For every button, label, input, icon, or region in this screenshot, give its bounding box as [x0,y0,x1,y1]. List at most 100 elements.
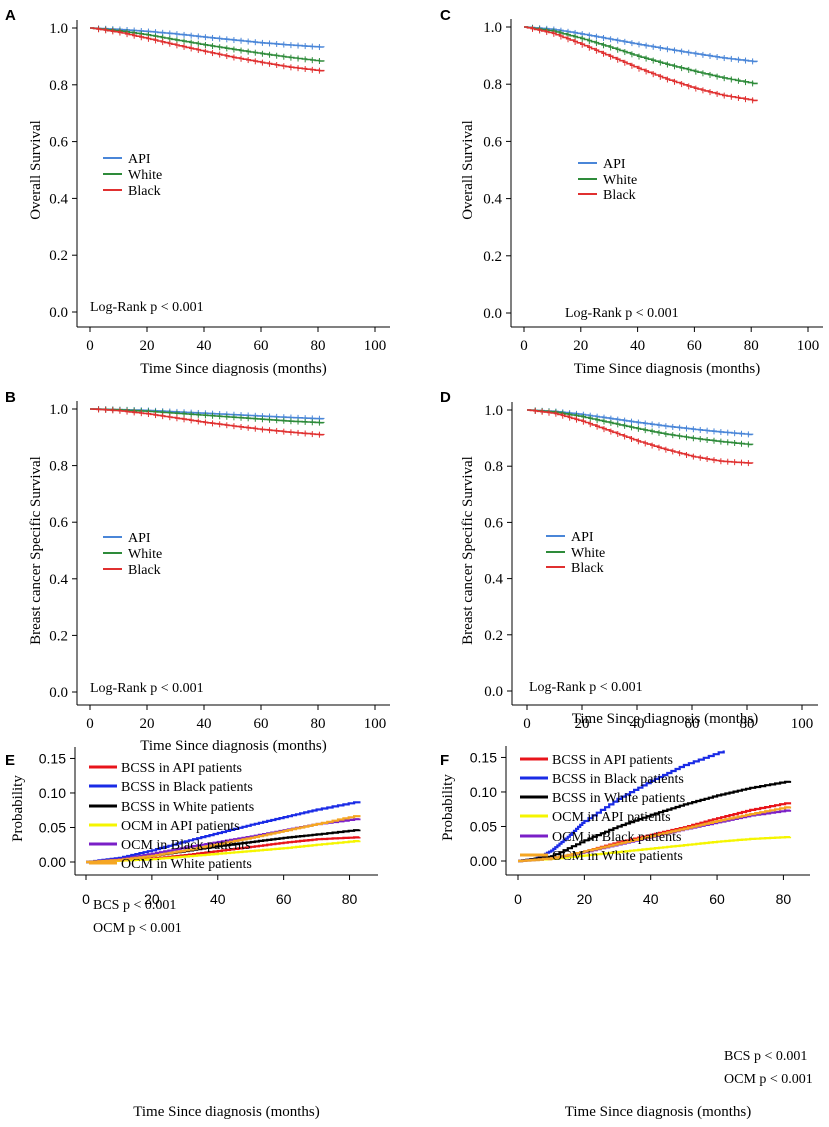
x-axis-label: Time Since diagnosis (months) [572,711,759,727]
annotation: Log-Rank p < 0.001 [529,680,643,695]
y-tick-label: 1.0 [484,403,503,419]
y-tick-label: 0.05 [39,819,66,835]
series-api [90,27,325,48]
legend-label: BCSS in API patients [552,753,673,768]
x-tick-label: 40 [630,338,645,354]
series-black-censor-marks [98,406,320,438]
x-tick-label: 100 [364,338,387,354]
legend-label: OCM in White patients [552,849,683,864]
annotation: Log-Rank p < 0.001 [565,306,679,321]
annotation: BCS p < 0.001 [93,898,176,913]
annotation: OCM p < 0.001 [724,1072,813,1087]
y-axis-label: Breast cancer Specific Survival [28,456,44,645]
legend-label: White [571,546,605,561]
y-tick-label: 1.0 [483,20,502,36]
y-tick-label: 0.0 [49,305,68,321]
x-tick-label: 100 [791,716,814,732]
legend-label: White [128,547,162,562]
x-tick-label: 20 [577,891,593,907]
legend-label: Black [128,563,161,578]
annotation: Log-Rank p < 0.001 [90,300,204,315]
y-tick-label: 0.10 [470,784,497,800]
legend-label: BCSS in White patients [121,800,254,815]
legend-label: OCM in Black patients [552,830,682,845]
series-white [90,27,325,62]
x-tick-label: 0 [82,891,90,907]
y-axis-label: Overall Survival [460,120,476,220]
panel-letter: D [440,389,451,406]
legend-label: BCSS in API patients [121,761,242,776]
series-white [527,409,754,446]
legend-label: API [128,152,151,167]
x-tick-label: 20 [575,716,590,732]
series-black-censor-marks [98,26,320,74]
annotation: OCM p < 0.001 [93,921,182,936]
x-tick-label: 0 [86,716,94,732]
y-tick-label: 0.2 [483,249,502,265]
y-tick-label: 0.6 [484,515,503,531]
x-axis-label: Time Since diagnosis (months) [565,1104,752,1120]
panel-a: A 0.0 0.2 0.4 0.6 0.8 1.0 0 20 40 60 80 100 Time Sinc… [5,7,390,377]
x-tick-label: 80 [744,338,759,354]
x-tick-label: 0 [514,891,522,907]
y-tick-label: 0.4 [49,572,68,588]
y-tick-label: 0.8 [49,459,68,475]
y-tick-label: 0.8 [484,459,503,475]
panel-letter: B [5,389,16,406]
x-tick-label: 100 [364,716,387,732]
y-tick-label: 0.0 [49,685,68,701]
legend-label: API [128,531,151,546]
y-tick-label: 0.6 [483,134,502,150]
panel-letter: F [440,752,449,769]
series-api [524,26,758,63]
legend-label: API [571,530,594,545]
x-tick-label: 20 [573,338,588,354]
y-tick-label: 0.4 [483,192,502,208]
y-tick-label: 0.4 [484,572,503,588]
series-ocm-in-white-patients [86,815,361,864]
annotation: Log-Rank p < 0.001 [90,681,204,696]
x-axis-label: Time Since diagnosis (months) [574,361,761,377]
x-axis-label: Time Since diagnosis (months) [133,1104,320,1120]
x-tick-label: 60 [254,716,269,732]
legend-label: BCSS in Black patients [121,780,253,795]
y-tick-label: 0.0 [484,684,503,700]
panel-letter: C [440,7,451,24]
x-tick-label: 80 [311,716,326,732]
series-bcss-in-white-patients [518,780,792,863]
legend-label: BCSS in Black patients [552,772,684,787]
y-tick-label: 1.0 [49,21,68,37]
legend-label: White [128,168,162,183]
x-tick-label: 100 [797,338,820,354]
x-tick-label: 0 [86,338,94,354]
panel-c: C 0.0 0.2 0.4 0.6 0.8 1.0 0 20 40 60 80 100 Time Sinc… [440,7,823,377]
legend-label: OCM in API patients [552,810,671,825]
series-api [527,409,754,436]
y-tick-label: 0.15 [470,749,497,765]
x-tick-label: 40 [197,338,212,354]
legend-label: Black [571,561,604,576]
legend-label: Black [128,184,161,199]
y-tick-label: 0.2 [484,628,503,644]
y-axis-label: Overall Survival [28,120,44,220]
series-black [527,409,754,464]
panel-f: F 0.00 0.05 0.10 0.15 0 20 40 60 80 Time Since dia… [440,746,813,1120]
x-tick-label: 60 [254,338,269,354]
series-ocm-in-white-patients [518,806,792,863]
panel-letter: A [5,7,16,24]
y-tick-label: 0.6 [49,135,68,151]
legend-label: Black [603,188,636,203]
y-tick-label: 1.0 [49,402,68,418]
legend-label: OCM in White patients [121,857,252,872]
annotation: BCS p < 0.001 [724,1049,807,1064]
x-tick-label: 80 [342,891,358,907]
x-tick-label: 60 [685,716,700,732]
x-tick-label: 60 [709,891,725,907]
series-ocm-in-api-patients [86,840,361,864]
panel-b: B 0.0 0.2 0.4 0.6 0.8 1.0 0 20 40 60 80 100 Time Sinc… [5,389,390,754]
